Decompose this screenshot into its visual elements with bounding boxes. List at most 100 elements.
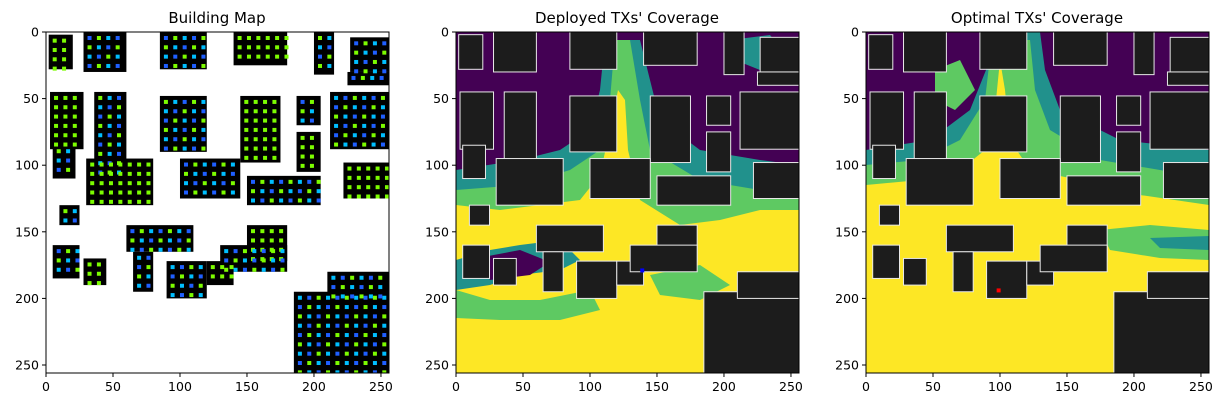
grid-marker — [297, 305, 302, 310]
grid-marker — [167, 229, 172, 234]
grid-marker — [307, 295, 312, 300]
grid-marker — [163, 45, 168, 50]
building — [756, 71, 799, 86]
grid-marker — [352, 105, 357, 110]
y-tick-label: 150 — [835, 224, 859, 239]
grid-marker — [107, 133, 112, 138]
panel-title: Optimal TXs' Coverage — [951, 9, 1123, 27]
grid-marker — [371, 114, 376, 119]
grid-marker — [173, 45, 178, 50]
grid-marker — [99, 190, 104, 195]
panel-building-map: Building Map 0 50 100 150 200 250050100150200… — [15, 9, 393, 394]
grid-marker — [288, 198, 293, 203]
grid-marker — [163, 63, 168, 68]
grid-marker — [233, 267, 238, 272]
grid-marker — [250, 198, 255, 203]
grid-marker — [284, 45, 289, 50]
x-tick-label: 150 — [645, 379, 669, 394]
grid-marker — [201, 146, 206, 151]
grid-marker — [163, 127, 168, 132]
grid-marker — [184, 190, 189, 195]
grid-marker — [263, 155, 268, 160]
y-tick-label: 0 — [441, 25, 449, 40]
grid-marker — [108, 181, 113, 186]
grid-marker — [201, 137, 206, 142]
grid-marker — [182, 99, 187, 104]
grid-marker — [380, 142, 385, 147]
grid-marker — [372, 361, 377, 366]
grid-marker — [87, 271, 92, 276]
grid-marker — [344, 342, 349, 347]
grid-marker — [343, 114, 348, 119]
grid-marker — [344, 314, 349, 319]
axes-frame — [45, 31, 390, 374]
deployed-coverage-image — [456, 32, 799, 373]
grid-marker — [137, 199, 142, 204]
grid-marker — [198, 283, 203, 288]
grid-marker — [54, 123, 59, 128]
building — [50, 91, 84, 150]
grid-marker — [326, 342, 331, 347]
grid-marker — [256, 45, 261, 50]
grid-marker — [368, 294, 373, 299]
grid-marker — [90, 162, 95, 167]
grid-marker — [72, 95, 77, 100]
x-tick-label: 200 — [1122, 379, 1146, 394]
grid-marker — [167, 238, 172, 243]
building — [1066, 175, 1142, 206]
grid-marker — [316, 189, 321, 194]
grid-marker — [297, 342, 302, 347]
grid-marker — [244, 118, 249, 123]
grid-marker — [316, 179, 321, 184]
grid-marker — [63, 209, 68, 214]
grid-marker — [354, 314, 359, 319]
grid-marker — [316, 333, 321, 338]
grid-marker — [382, 41, 387, 46]
grid-marker — [118, 199, 123, 204]
grid-marker — [237, 54, 242, 59]
x-tick-label: 50 — [105, 379, 121, 394]
grid-marker — [362, 123, 367, 128]
grid-marker — [179, 274, 184, 279]
grid-marker — [307, 189, 312, 194]
grid-marker — [356, 175, 361, 180]
grid-marker — [363, 323, 368, 328]
grid-marker — [256, 54, 261, 59]
building — [495, 158, 564, 206]
grid-marker — [246, 45, 251, 50]
grid-marker — [137, 274, 142, 279]
building — [649, 95, 691, 164]
grid-marker — [115, 45, 120, 50]
grid-marker — [380, 105, 385, 110]
grid-marker — [335, 295, 340, 300]
grid-marker — [63, 114, 68, 119]
grid-marker — [362, 105, 367, 110]
grid-marker — [300, 163, 305, 168]
grid-marker — [182, 109, 187, 114]
grid-marker — [261, 258, 266, 263]
grid-marker — [96, 281, 101, 286]
grid-marker — [300, 135, 305, 140]
grid-marker — [260, 189, 265, 194]
grid-marker — [170, 293, 175, 298]
grid-marker — [279, 179, 284, 184]
grid-marker — [246, 54, 251, 59]
grid-marker — [327, 45, 332, 50]
grid-marker — [253, 146, 258, 151]
building — [1149, 91, 1209, 150]
grid-marker — [189, 283, 194, 288]
building — [905, 158, 974, 206]
grid-marker — [182, 127, 187, 132]
grid-marker — [220, 265, 225, 270]
grid-marker — [106, 63, 111, 68]
grid-marker — [106, 54, 111, 59]
grid-marker — [359, 275, 364, 280]
panel-title: Building Map — [168, 9, 265, 27]
grid-marker — [335, 342, 340, 347]
grid-marker — [335, 314, 340, 319]
grid-marker — [193, 190, 198, 195]
grid-marker — [224, 258, 229, 263]
building — [643, 32, 698, 66]
grid-marker — [221, 181, 226, 186]
y-tick-label: 200 — [15, 291, 39, 306]
